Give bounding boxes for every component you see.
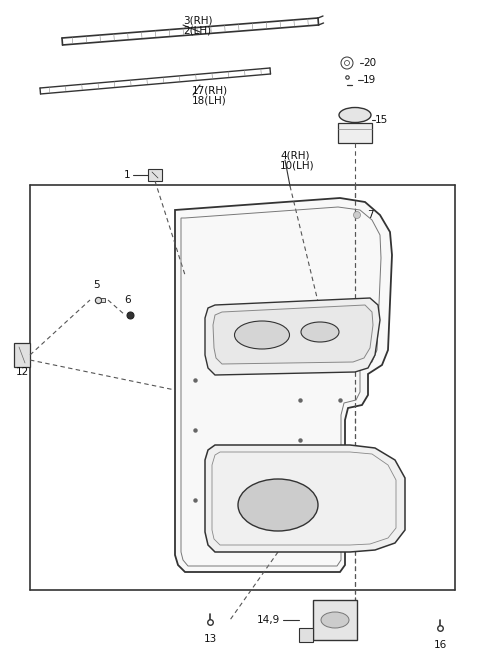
Text: 3(RH): 3(RH) bbox=[183, 15, 213, 25]
Polygon shape bbox=[175, 198, 392, 572]
Text: 16: 16 bbox=[433, 640, 446, 650]
Circle shape bbox=[341, 57, 353, 69]
Text: 12: 12 bbox=[15, 367, 29, 377]
Circle shape bbox=[353, 211, 360, 219]
Polygon shape bbox=[220, 460, 252, 508]
Polygon shape bbox=[14, 343, 30, 367]
Polygon shape bbox=[255, 460, 287, 508]
Polygon shape bbox=[351, 210, 363, 220]
Ellipse shape bbox=[339, 108, 371, 122]
Polygon shape bbox=[205, 298, 380, 375]
Circle shape bbox=[345, 61, 349, 65]
Polygon shape bbox=[299, 628, 313, 642]
Polygon shape bbox=[313, 600, 357, 640]
Text: 18(LH): 18(LH) bbox=[192, 95, 227, 105]
Ellipse shape bbox=[301, 322, 339, 342]
Polygon shape bbox=[205, 445, 405, 552]
Polygon shape bbox=[148, 169, 162, 181]
Text: 10(LH): 10(LH) bbox=[280, 160, 314, 170]
Text: 6: 6 bbox=[125, 295, 132, 305]
Text: 19: 19 bbox=[363, 75, 376, 85]
Text: 1: 1 bbox=[123, 170, 130, 180]
Text: 2(LH): 2(LH) bbox=[183, 25, 211, 35]
Text: 14,9: 14,9 bbox=[257, 615, 280, 625]
Ellipse shape bbox=[238, 479, 318, 531]
Polygon shape bbox=[213, 305, 373, 364]
Text: 17(RH): 17(RH) bbox=[192, 85, 228, 95]
Text: 20: 20 bbox=[363, 58, 376, 68]
Text: 5: 5 bbox=[93, 280, 99, 290]
Polygon shape bbox=[338, 123, 372, 143]
Ellipse shape bbox=[321, 612, 349, 628]
Text: 13: 13 bbox=[204, 634, 216, 644]
Text: 15: 15 bbox=[375, 115, 388, 125]
Text: 7: 7 bbox=[367, 210, 373, 220]
Ellipse shape bbox=[235, 321, 289, 349]
Text: 4(RH): 4(RH) bbox=[280, 150, 310, 160]
